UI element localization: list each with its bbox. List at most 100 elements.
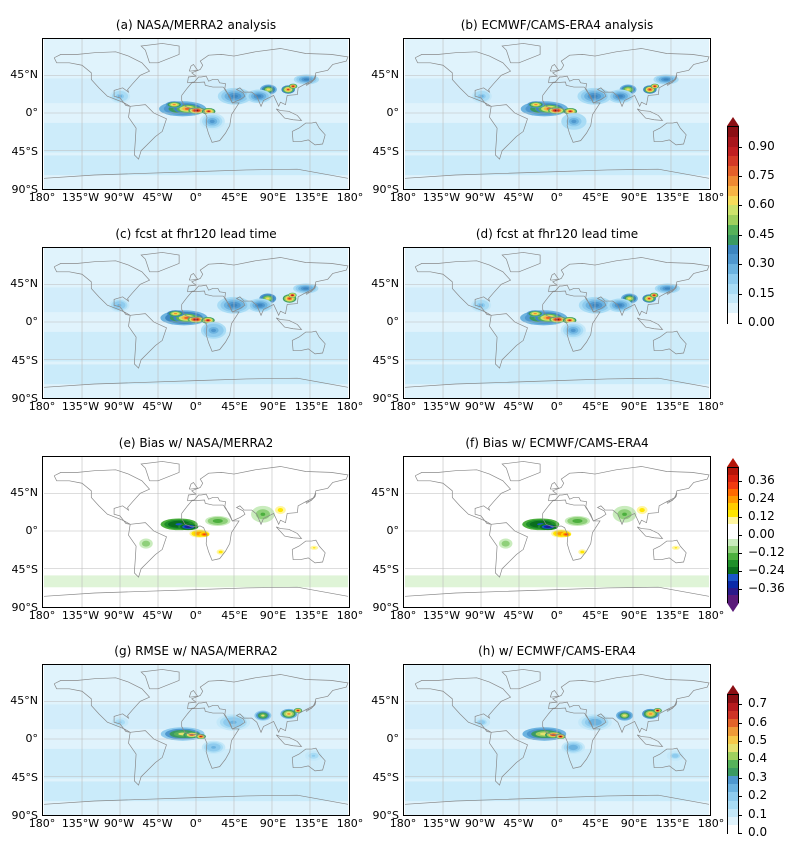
lon-label: 45°W xyxy=(503,817,534,830)
colorbar-segment xyxy=(728,538,738,547)
colorbar-segment xyxy=(728,703,738,712)
lat-label: 45°N xyxy=(10,68,38,81)
map-panel-d xyxy=(403,247,711,399)
map-panel-a xyxy=(42,38,350,190)
lat-label: 0° xyxy=(386,106,400,119)
colorbar-segment xyxy=(728,482,738,490)
coastline xyxy=(549,481,560,490)
lon-label: 90°E xyxy=(620,817,648,830)
field-blob xyxy=(266,88,271,91)
colorbar-segment xyxy=(728,293,738,304)
coastline xyxy=(414,469,512,525)
colorbar-tick-label: 0.90 xyxy=(748,138,775,153)
lon-label: 90°W xyxy=(103,400,135,413)
field-blob xyxy=(173,312,178,315)
field-blob xyxy=(555,318,560,321)
lon-label: 90°W xyxy=(464,400,496,413)
coastline xyxy=(636,317,664,330)
colorbar-segment xyxy=(728,545,738,554)
map-svg-g xyxy=(44,665,349,815)
coastline xyxy=(542,499,601,561)
field-blob xyxy=(656,710,659,712)
lon-label: 90°W xyxy=(464,817,496,830)
coastline xyxy=(489,104,528,160)
lat-label: 90°S xyxy=(11,601,38,614)
coastline xyxy=(489,522,528,578)
colorbar-extend-max-arrow xyxy=(727,117,739,126)
field-blob xyxy=(570,746,576,749)
colorbar-tick-label: 0.00 xyxy=(748,315,775,329)
field-blob xyxy=(203,533,206,535)
coastline xyxy=(128,104,167,160)
field-blob xyxy=(568,110,572,113)
lon-label: 45°W xyxy=(142,609,173,622)
coastline xyxy=(188,63,199,72)
map-svg-c xyxy=(44,248,349,398)
field-blob xyxy=(622,714,627,717)
colorbar-segment xyxy=(728,205,738,216)
lat-label: 0° xyxy=(25,315,39,328)
colorbar-segment xyxy=(728,136,738,148)
map-svg-e xyxy=(44,457,349,607)
colorbar-segment xyxy=(728,759,738,769)
panel-title-f: (f) Bias w/ ECMWF/CAMS-ERA4 xyxy=(465,436,649,450)
lat-label: 90°S xyxy=(372,183,399,196)
colorbar-segment xyxy=(728,283,738,295)
coastline xyxy=(542,290,601,352)
colorbar-tick-label: 0.36 xyxy=(748,473,775,488)
lon-label: 45°W xyxy=(142,817,173,830)
coastline xyxy=(140,252,180,273)
lat-label: 45°N xyxy=(10,277,38,290)
coastline xyxy=(275,108,303,121)
field-blob xyxy=(574,519,580,522)
panel-title-e: (e) Bias w/ NASA/MERRA2 xyxy=(118,436,274,450)
colorbar-segment xyxy=(728,127,738,138)
colorbar-segment xyxy=(728,524,738,533)
coastline xyxy=(181,499,240,561)
colorbar-segment xyxy=(728,566,738,575)
field-blob xyxy=(291,294,294,296)
field-blob xyxy=(207,110,211,113)
map-svg-d xyxy=(405,248,710,398)
lat-label: 0° xyxy=(25,524,39,537)
coastline xyxy=(128,522,167,578)
lat-label: 45°S xyxy=(372,145,399,158)
lon-label: 90°E xyxy=(259,817,287,830)
colorbar-tick-mark xyxy=(738,833,742,834)
colorbar-segment xyxy=(728,244,738,255)
colorbar-segment xyxy=(728,727,738,737)
panel-title-a: (a) NASA/MERRA2 analysis xyxy=(115,18,277,32)
lon-label: 180° xyxy=(389,609,417,622)
lon-label: 45°E xyxy=(221,191,248,204)
field-blob xyxy=(581,551,584,553)
colorbar-segment xyxy=(728,580,738,589)
lon-label: 90°E xyxy=(620,191,648,204)
field-blob xyxy=(533,312,537,315)
field-blob xyxy=(209,119,215,124)
colorbar-segment xyxy=(728,475,738,483)
lat-label: 0° xyxy=(386,732,400,745)
colorbar-segment xyxy=(728,234,738,246)
coastline xyxy=(652,121,687,146)
colorbar-segment xyxy=(728,503,738,511)
map-panel-b xyxy=(403,38,711,190)
lon-label: 90°W xyxy=(103,609,135,622)
colorbar-segment xyxy=(728,225,738,236)
colorbar-segment xyxy=(728,489,738,497)
coastline xyxy=(405,586,710,597)
colorbar-tick-label: −0.24 xyxy=(748,562,785,577)
colorbar-aod: 0.90 0.75 0.60 0.45 0.30 0.15 0.00 xyxy=(727,126,775,329)
lat-label: 45°S xyxy=(11,771,38,784)
colorbar-tick-label: 0.45 xyxy=(748,226,775,241)
coastline xyxy=(666,284,678,295)
colorbar-segment xyxy=(728,156,738,167)
field-blob xyxy=(648,88,652,91)
field-blob xyxy=(211,746,216,749)
coastline xyxy=(53,677,151,733)
field-blob xyxy=(211,328,217,333)
field-blob xyxy=(303,78,309,81)
colorbar-tick-mark xyxy=(738,796,742,798)
lon-label: 90°E xyxy=(620,400,648,413)
field-blob xyxy=(622,512,627,516)
coastline xyxy=(188,689,199,698)
